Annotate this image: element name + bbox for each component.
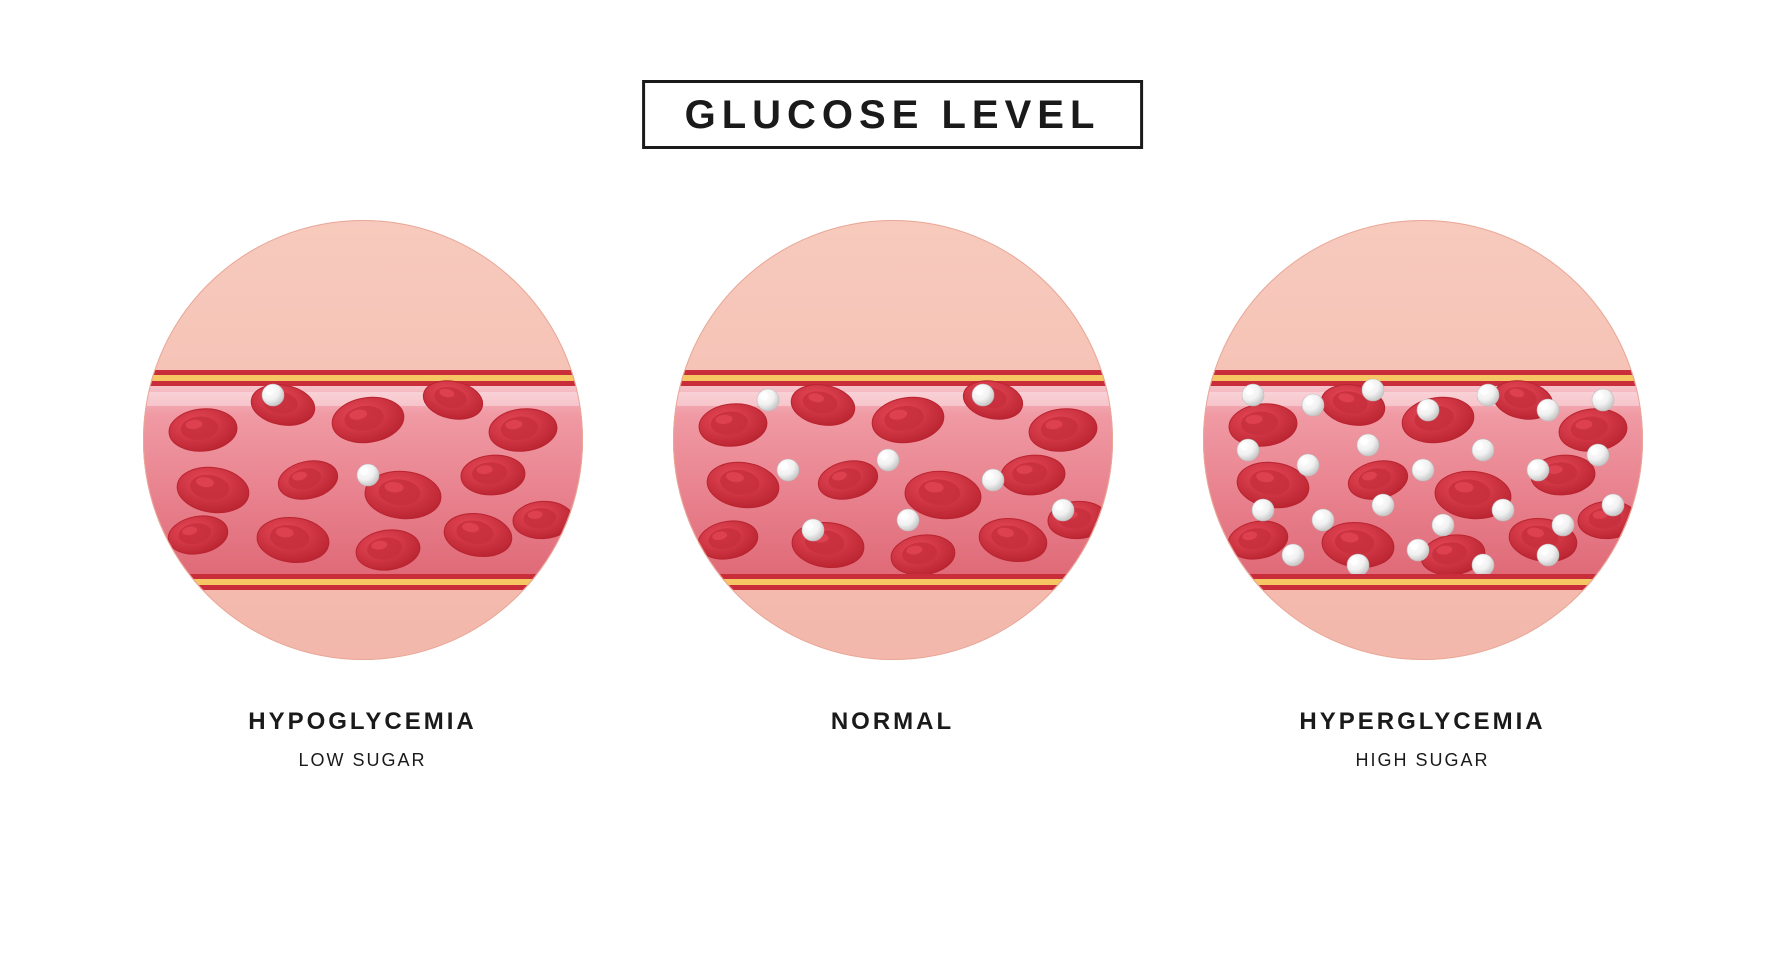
- panel-label-hyper: HYPERGLYCEMIA: [1299, 708, 1545, 736]
- panel-hypo: HYPOGLYCEMIA LOW SUGAR: [143, 220, 583, 771]
- panel-hyper: HYPERGLYCEMIA HIGH SUGAR: [1203, 220, 1643, 771]
- glucose-infographic: GLUCOSE LEVEL: [0, 0, 1785, 980]
- vessel-circle-hyper: [1203, 220, 1643, 660]
- panel-sublabel-hyper: HIGH SUGAR: [1355, 750, 1489, 771]
- vessel-diagram-normal: [673, 220, 1113, 660]
- panel-normal: NORMAL: [673, 220, 1113, 771]
- vessel-circle-hypo: [143, 220, 583, 660]
- panel-label-hypo: HYPOGLYCEMIA: [248, 708, 476, 736]
- vessel-diagram-hypo: [143, 220, 583, 660]
- vessel-diagram-hyper: [1203, 220, 1643, 660]
- panel-label-normal: NORMAL: [831, 708, 954, 736]
- page-title: GLUCOSE LEVEL: [642, 80, 1144, 149]
- vessel-circle-normal: [673, 220, 1113, 660]
- panels-row: HYPOGLYCEMIA LOW SUGAR: [0, 220, 1785, 771]
- panel-sublabel-hypo: LOW SUGAR: [298, 750, 426, 771]
